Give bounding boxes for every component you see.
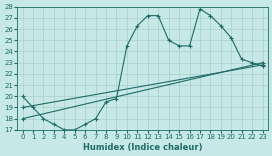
X-axis label: Humidex (Indice chaleur): Humidex (Indice chaleur) [83, 143, 202, 152]
